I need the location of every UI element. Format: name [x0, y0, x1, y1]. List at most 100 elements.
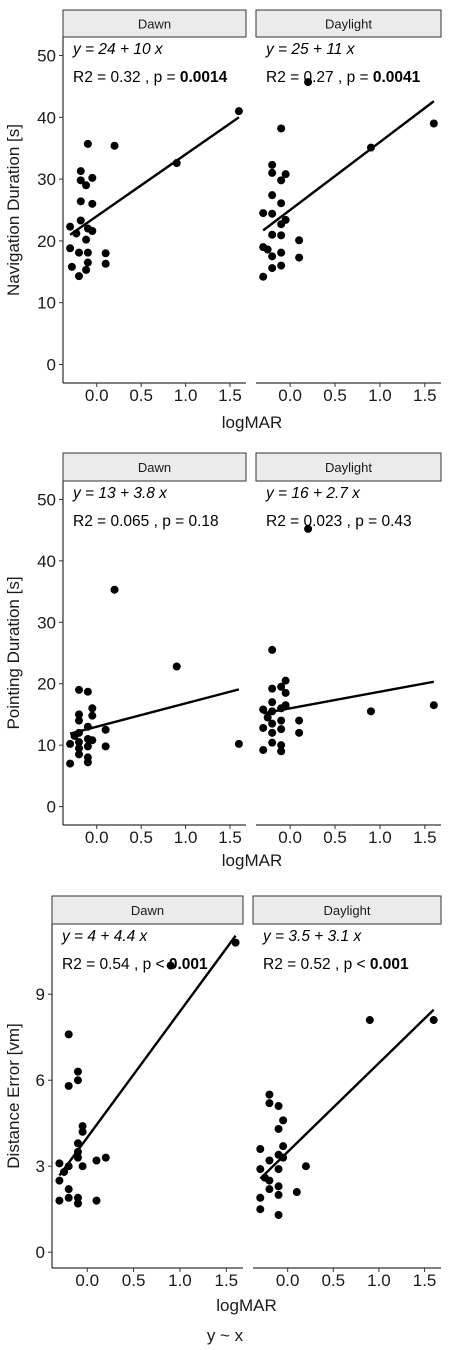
- y-axis-title: Distance Error [vm]: [4, 1023, 23, 1168]
- strip-background: [62, 452, 247, 482]
- x-tick-label: 0.0: [278, 828, 302, 847]
- data-point: [429, 1016, 438, 1025]
- data-point: [66, 739, 75, 748]
- regression-stats: R2 = 0.32 , p = 0.0014: [73, 69, 228, 86]
- x-tick-label: 0.5: [129, 386, 153, 405]
- data-point: [365, 1016, 374, 1025]
- data-point: [274, 1102, 283, 1111]
- x-tick-label: 0.5: [323, 828, 347, 847]
- strip-background: [51, 895, 244, 925]
- facet-panel-dawn: Dawn 0.0 0.5 1.0 1.5 y = 24 + 10 x R2 = 0.32 ,…: [62, 9, 247, 405]
- x-tick-label: 1.0: [168, 1271, 192, 1290]
- data-point: [277, 124, 286, 133]
- data-point: [76, 167, 85, 176]
- data-point: [268, 230, 277, 239]
- data-point: [277, 261, 286, 270]
- strip-label: Daylight: [324, 903, 371, 918]
- data-point: [256, 1165, 265, 1174]
- data-point: [78, 1122, 87, 1131]
- data-point: [274, 1165, 283, 1174]
- x-tick-label: 1.5: [413, 1271, 437, 1290]
- data-point: [429, 701, 438, 710]
- data-point: [66, 759, 75, 768]
- data-point: [259, 705, 268, 714]
- strip-background: [255, 452, 442, 482]
- facet-panel-daylight: Daylight 0.0 0.5 1.0 1.5 y = 16 + 2.7 x R2 = 0…: [255, 452, 442, 847]
- data-point: [66, 222, 75, 231]
- data-point: [74, 738, 83, 747]
- y-tick-label: 20: [37, 675, 56, 694]
- data-point: [166, 961, 175, 970]
- x-tick-label: 0.0: [278, 386, 302, 405]
- data-point: [172, 662, 181, 671]
- data-point: [101, 725, 110, 734]
- data-point: [101, 742, 110, 751]
- regression-line: [259, 1008, 435, 1180]
- y-tick-label: 10: [37, 736, 56, 755]
- regression-stats: R2 = 0.065 , p = 0.18: [73, 513, 219, 530]
- data-point: [78, 1162, 87, 1171]
- data-point: [76, 197, 85, 206]
- data-point: [74, 272, 83, 281]
- x-tick-label: 1.5: [218, 828, 242, 847]
- y-tick-label: 3: [36, 1157, 45, 1176]
- data-point: [268, 698, 277, 707]
- data-point: [88, 173, 97, 182]
- data-point: [268, 728, 277, 737]
- data-point: [263, 245, 272, 254]
- formula-caption: y ~ x: [207, 1326, 244, 1345]
- data-point: [295, 236, 304, 245]
- regression-equation: y = 13 + 3.8 x: [72, 485, 168, 502]
- data-point: [277, 725, 286, 734]
- data-point: [88, 736, 97, 745]
- strip-background: [252, 895, 442, 925]
- data-point: [295, 716, 304, 725]
- facet-panel-dawn: Dawn 0.0 0.5 1.0 1.5 y = 13 + 3.8 x R2 = 0.065…: [62, 452, 247, 847]
- data-point: [265, 1185, 274, 1194]
- data-point: [265, 1090, 274, 1099]
- y-tick-label: 0: [36, 1243, 45, 1262]
- y-tick-label: 50: [37, 47, 56, 66]
- data-point: [64, 1185, 73, 1194]
- regression-stats: R2 = 0.27 , p = 0.0041: [266, 69, 421, 86]
- data-point: [83, 758, 92, 767]
- data-point: [82, 181, 91, 190]
- regression-equation: y = 3.5 + 3.1 x: [262, 928, 362, 945]
- x-tick-label: 1.5: [413, 828, 437, 847]
- data-point: [274, 1190, 283, 1199]
- data-point: [101, 1153, 110, 1162]
- regression-line: [262, 100, 435, 232]
- data-point: [279, 1142, 288, 1151]
- data-point: [277, 741, 286, 750]
- strip-label: Dawn: [138, 460, 171, 475]
- data-point: [76, 216, 85, 225]
- data-point: [263, 713, 272, 722]
- x-axis-title: logMAR: [216, 1296, 276, 1315]
- data-point: [304, 524, 313, 533]
- data-point: [277, 199, 286, 208]
- regression-stats: R2 = 0.52 , p < 0.001: [263, 956, 409, 973]
- regression-stats: R2 = 0.54 , p < 0.001: [62, 956, 208, 973]
- data-point: [281, 676, 290, 685]
- data-point: [73, 1199, 82, 1208]
- data-point: [101, 249, 110, 258]
- data-point: [73, 1139, 82, 1148]
- data-point: [82, 265, 91, 274]
- data-point: [55, 1176, 64, 1185]
- data-point: [268, 168, 277, 177]
- data-point: [76, 176, 85, 185]
- regression-equation: y = 4 + 4.4 x: [61, 928, 149, 945]
- data-point: [74, 685, 83, 694]
- regression-line: [262, 680, 435, 715]
- data-point: [83, 248, 92, 257]
- data-point: [110, 141, 119, 150]
- x-tick-label: 0.5: [321, 1271, 345, 1290]
- data-point: [74, 744, 83, 753]
- data-point: [292, 1188, 301, 1197]
- y-axis-title: Pointing Duration [s]: [4, 576, 23, 729]
- y-tick-label: 9: [36, 985, 45, 1004]
- regression-line: [69, 116, 240, 236]
- data-point: [277, 176, 286, 185]
- data-point: [256, 1145, 265, 1154]
